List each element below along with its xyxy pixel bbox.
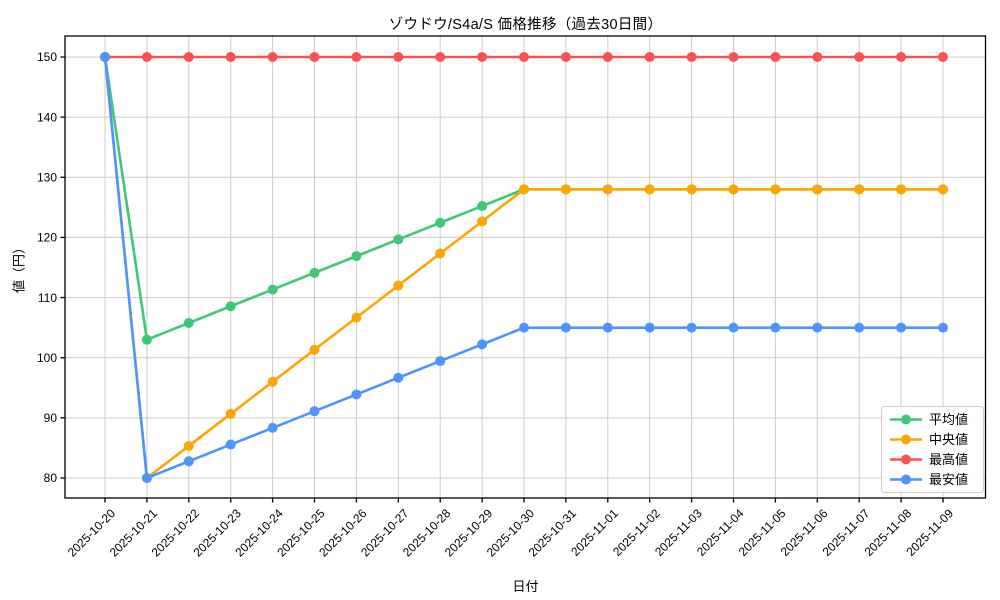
series-point-max bbox=[225, 52, 236, 62]
y-tick-label: 80 bbox=[44, 471, 58, 485]
series-point-median bbox=[938, 184, 948, 195]
series-point-median bbox=[854, 184, 865, 195]
series-point-avg bbox=[183, 317, 194, 328]
series-point-max bbox=[560, 52, 571, 62]
series-point-median bbox=[686, 184, 697, 195]
y-tick-label: 120 bbox=[37, 231, 57, 245]
series-point-median bbox=[602, 184, 613, 195]
series-point-avg bbox=[309, 267, 320, 278]
series-point-max bbox=[938, 52, 948, 62]
series-point-max bbox=[435, 52, 446, 62]
series-point-min bbox=[351, 389, 362, 400]
series-point-min bbox=[435, 356, 446, 367]
series-point-max bbox=[770, 52, 781, 62]
series-point-max bbox=[896, 52, 907, 62]
series-point-avg bbox=[267, 284, 278, 295]
series-point-min bbox=[896, 322, 907, 333]
series-point-min bbox=[100, 52, 110, 62]
series-point-median bbox=[770, 184, 781, 195]
series-point-min bbox=[183, 456, 194, 467]
series-point-max bbox=[267, 52, 278, 62]
series-point-avg bbox=[477, 201, 488, 212]
series-point-median bbox=[393, 280, 404, 291]
series-point-max bbox=[477, 52, 488, 62]
legend-item-min: 最安値 bbox=[890, 472, 968, 487]
series-point-median bbox=[477, 216, 488, 227]
series-point-median bbox=[812, 184, 823, 195]
series-point-min bbox=[560, 322, 571, 333]
series-point-median bbox=[351, 312, 362, 323]
legend-item-max: 最高値 bbox=[890, 452, 968, 467]
series-point-max bbox=[644, 52, 655, 62]
series-point-median bbox=[183, 440, 194, 451]
y-tick-label: 140 bbox=[37, 110, 57, 124]
series-point-min bbox=[770, 322, 781, 333]
series-point-median bbox=[896, 184, 907, 195]
series-point-min bbox=[477, 339, 488, 350]
series-point-median bbox=[728, 184, 739, 195]
legend-marker-median bbox=[901, 434, 911, 445]
legend-item-avg: 平均値 bbox=[890, 412, 968, 427]
series-point-min bbox=[602, 322, 613, 333]
series-point-max bbox=[854, 52, 865, 62]
series-point-avg bbox=[393, 234, 404, 245]
series-point-median bbox=[644, 184, 655, 195]
series-point-max bbox=[686, 52, 697, 62]
legend-label-median: 中央値 bbox=[929, 432, 968, 447]
legend-marker-max bbox=[901, 454, 911, 465]
series-point-min bbox=[938, 322, 948, 333]
series-point-max bbox=[183, 52, 194, 62]
series-point-min bbox=[393, 372, 404, 383]
series-point-max bbox=[141, 52, 152, 62]
series-point-min bbox=[854, 322, 865, 333]
y-tick-label: 100 bbox=[37, 351, 57, 365]
y-tick-label: 110 bbox=[38, 291, 57, 305]
y-tick-label: 150 bbox=[37, 50, 57, 64]
plot-border bbox=[64, 35, 987, 499]
series-point-min bbox=[812, 322, 823, 333]
series-point-max bbox=[728, 52, 739, 62]
legend-box bbox=[881, 406, 984, 493]
series-point-median bbox=[309, 344, 320, 355]
series-point-median bbox=[435, 248, 446, 259]
series-point-max bbox=[812, 52, 823, 62]
series-point-median bbox=[225, 408, 236, 419]
series-point-max bbox=[351, 52, 362, 62]
series-point-max bbox=[602, 52, 613, 62]
chart-title: ゾウドウ/S4a/S 価格推移（過去30日間） bbox=[388, 17, 663, 33]
series-point-min bbox=[309, 406, 320, 417]
y-tick-label: 90 bbox=[44, 411, 58, 425]
y-tick-label: 130 bbox=[37, 170, 57, 184]
series-point-avg bbox=[351, 251, 362, 262]
series-point-min bbox=[644, 322, 655, 333]
series-point-min bbox=[267, 422, 278, 433]
series-point-max bbox=[309, 52, 320, 62]
series-point-max bbox=[519, 52, 529, 62]
y-axis-label: 値（円） bbox=[11, 240, 27, 294]
series-point-min bbox=[728, 322, 739, 333]
legend-label-max: 最高値 bbox=[929, 452, 968, 467]
x-axis-label: 日付 bbox=[512, 579, 539, 594]
series-point-avg bbox=[141, 334, 152, 345]
series-point-min bbox=[519, 322, 529, 333]
legend-marker-avg bbox=[901, 414, 911, 425]
series-point-median bbox=[560, 184, 571, 195]
legend-label-avg: 平均値 bbox=[929, 412, 968, 427]
series-point-max bbox=[393, 52, 404, 62]
legend-label-min: 最安値 bbox=[929, 472, 968, 487]
series-point-median bbox=[519, 184, 529, 195]
series-point-avg bbox=[435, 217, 446, 228]
legend-item-median: 中央値 bbox=[890, 432, 968, 447]
series-point-median bbox=[267, 376, 278, 387]
legend-marker-min bbox=[901, 474, 911, 485]
series-point-avg bbox=[225, 301, 236, 312]
series-point-min bbox=[141, 473, 152, 483]
series-point-min bbox=[225, 439, 236, 450]
series-point-min bbox=[686, 322, 697, 333]
